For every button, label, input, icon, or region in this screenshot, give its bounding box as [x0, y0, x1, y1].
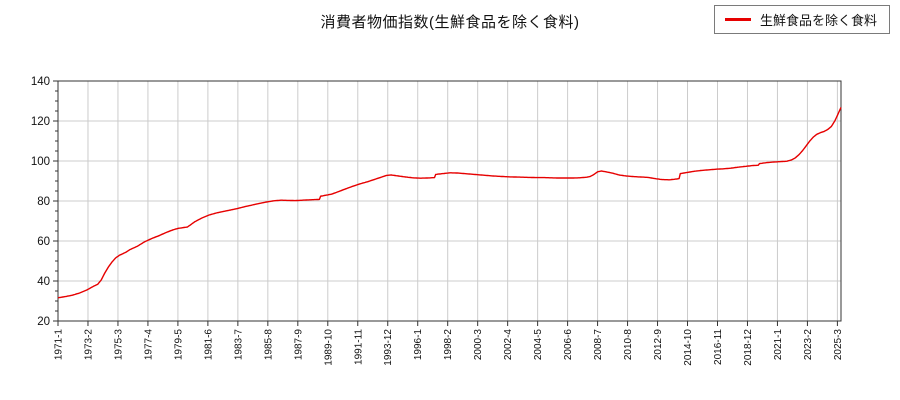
svg-text:1979-5: 1979-5 [173, 329, 184, 361]
svg-text:2010-8: 2010-8 [623, 329, 634, 361]
svg-text:1991-11: 1991-11 [353, 329, 364, 365]
svg-text:1993-12: 1993-12 [383, 329, 394, 366]
svg-text:2018-12: 2018-12 [743, 329, 754, 366]
svg-text:1996-1: 1996-1 [413, 329, 424, 361]
svg-text:1983-7: 1983-7 [233, 329, 244, 361]
svg-text:1987-9: 1987-9 [293, 329, 304, 361]
svg-text:2014-10: 2014-10 [683, 329, 694, 366]
svg-text:2021-1: 2021-1 [773, 329, 784, 361]
svg-text:1973-2: 1973-2 [83, 329, 94, 361]
svg-text:2023-2: 2023-2 [803, 329, 814, 361]
svg-text:120: 120 [31, 116, 50, 128]
svg-text:2008-7: 2008-7 [593, 329, 604, 361]
svg-text:1998-2: 1998-2 [443, 329, 454, 361]
chart-title: 消費者物価指数(生鮮食品を除く食料) [320, 14, 580, 31]
svg-text:80: 80 [37, 196, 50, 208]
svg-text:2012-9: 2012-9 [653, 329, 664, 361]
legend-label: 生鮮食品を除く食料 [759, 13, 877, 28]
svg-text:140: 140 [31, 76, 50, 88]
svg-text:40: 40 [37, 276, 50, 288]
svg-text:60: 60 [37, 236, 50, 248]
legend: 生鮮食品を除く食料 [713, 5, 890, 34]
svg-text:2025-3: 2025-3 [833, 329, 844, 361]
svg-text:2006-6: 2006-6 [563, 329, 574, 361]
svg-text:2000-3: 2000-3 [473, 329, 484, 361]
svg-text:1985-8: 1985-8 [263, 329, 274, 361]
svg-text:2004-5: 2004-5 [533, 329, 544, 361]
svg-text:1977-4: 1977-4 [143, 329, 154, 361]
svg-text:20: 20 [37, 316, 50, 328]
svg-text:100: 100 [31, 156, 50, 168]
svg-text:1975-3: 1975-3 [113, 329, 124, 361]
svg-text:1989-10: 1989-10 [323, 329, 334, 366]
svg-text:1971-1: 1971-1 [54, 329, 65, 361]
svg-text:2016-11: 2016-11 [713, 329, 724, 365]
svg-text:1981-6: 1981-6 [203, 329, 214, 361]
svg-text:2002-4: 2002-4 [503, 329, 514, 361]
legend-line-swatch [724, 18, 751, 21]
